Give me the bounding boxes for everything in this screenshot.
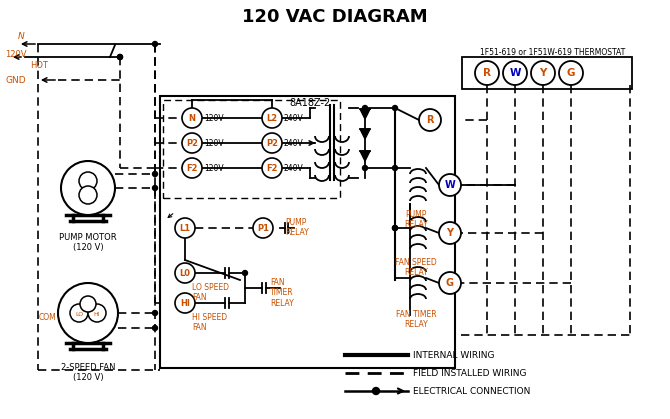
Circle shape bbox=[88, 304, 106, 322]
Text: FIELD INSTALLED WIRING: FIELD INSTALLED WIRING bbox=[413, 368, 527, 378]
Bar bbox=[163, 100, 340, 198]
Text: 8A18Z-2: 8A18Z-2 bbox=[289, 98, 330, 108]
Text: G: G bbox=[446, 278, 454, 288]
Circle shape bbox=[153, 186, 157, 191]
Circle shape bbox=[182, 158, 202, 178]
Bar bbox=[462, 57, 632, 89]
Text: L1: L1 bbox=[180, 223, 190, 233]
Circle shape bbox=[439, 222, 461, 244]
Text: 120V: 120V bbox=[204, 139, 224, 147]
Circle shape bbox=[117, 54, 123, 59]
Circle shape bbox=[61, 161, 115, 215]
Circle shape bbox=[153, 310, 157, 316]
Text: N: N bbox=[188, 114, 196, 122]
Text: HOT: HOT bbox=[30, 60, 48, 70]
Text: HI: HI bbox=[94, 311, 100, 316]
Polygon shape bbox=[360, 129, 370, 139]
Text: 240V: 240V bbox=[284, 163, 304, 173]
Circle shape bbox=[559, 61, 583, 85]
Circle shape bbox=[475, 61, 499, 85]
Circle shape bbox=[362, 166, 368, 171]
Circle shape bbox=[393, 166, 397, 171]
Text: W: W bbox=[445, 180, 456, 190]
Text: PUMP
RELAY: PUMP RELAY bbox=[404, 210, 428, 229]
Text: Y: Y bbox=[446, 228, 454, 238]
Text: F2: F2 bbox=[266, 163, 278, 173]
Text: 2-SPEED FAN
(120 V): 2-SPEED FAN (120 V) bbox=[61, 363, 115, 383]
Text: FAN SPEED
RELAY: FAN SPEED RELAY bbox=[395, 258, 437, 277]
Text: G: G bbox=[567, 68, 576, 78]
Polygon shape bbox=[360, 109, 370, 119]
Text: P2: P2 bbox=[186, 139, 198, 147]
Circle shape bbox=[182, 108, 202, 128]
Circle shape bbox=[175, 218, 195, 238]
Circle shape bbox=[253, 218, 273, 238]
Circle shape bbox=[262, 158, 282, 178]
Text: ELECTRICAL CONNECTION: ELECTRICAL CONNECTION bbox=[413, 386, 531, 396]
Text: INTERNAL WIRING: INTERNAL WIRING bbox=[413, 351, 494, 360]
Text: R: R bbox=[426, 115, 433, 125]
Circle shape bbox=[79, 186, 97, 204]
Circle shape bbox=[439, 174, 461, 196]
Circle shape bbox=[531, 61, 555, 85]
Bar bbox=[160, 96, 455, 368]
Text: LO SPEED
FAN: LO SPEED FAN bbox=[192, 283, 229, 303]
Circle shape bbox=[393, 106, 397, 111]
Text: FAN TIMER
RELAY: FAN TIMER RELAY bbox=[396, 310, 436, 329]
Text: 1F51-619 or 1F51W-619 THERMOSTAT: 1F51-619 or 1F51W-619 THERMOSTAT bbox=[480, 47, 625, 57]
Text: P2: P2 bbox=[266, 139, 278, 147]
Circle shape bbox=[182, 133, 202, 153]
Circle shape bbox=[153, 41, 157, 47]
Circle shape bbox=[503, 61, 527, 85]
Circle shape bbox=[153, 171, 157, 176]
Circle shape bbox=[80, 296, 96, 312]
Circle shape bbox=[79, 172, 97, 190]
Circle shape bbox=[439, 272, 461, 294]
Text: F2: F2 bbox=[186, 163, 198, 173]
Text: GND: GND bbox=[5, 75, 25, 85]
Text: 120V: 120V bbox=[204, 114, 224, 122]
Circle shape bbox=[419, 109, 441, 131]
Circle shape bbox=[262, 108, 282, 128]
Text: PUMP MOTOR
(120 V): PUMP MOTOR (120 V) bbox=[59, 233, 117, 252]
Text: N: N bbox=[18, 31, 25, 41]
Circle shape bbox=[373, 388, 379, 395]
Circle shape bbox=[58, 283, 118, 343]
Text: FAN
TIMER
RELAY: FAN TIMER RELAY bbox=[270, 278, 293, 308]
Text: Y: Y bbox=[539, 68, 547, 78]
Circle shape bbox=[175, 263, 195, 283]
Text: LO: LO bbox=[75, 311, 83, 316]
Circle shape bbox=[117, 54, 123, 59]
Text: P1: P1 bbox=[257, 223, 269, 233]
Text: L2: L2 bbox=[267, 114, 277, 122]
Circle shape bbox=[243, 271, 247, 276]
Text: HI: HI bbox=[180, 298, 190, 308]
Polygon shape bbox=[360, 151, 370, 161]
Circle shape bbox=[393, 225, 397, 230]
Text: 120V: 120V bbox=[204, 163, 224, 173]
Text: L0: L0 bbox=[180, 269, 190, 277]
Text: 120 VAC DIAGRAM: 120 VAC DIAGRAM bbox=[242, 8, 428, 26]
Text: 120V: 120V bbox=[5, 49, 27, 59]
Text: W: W bbox=[509, 68, 521, 78]
Circle shape bbox=[153, 326, 157, 331]
Text: R: R bbox=[483, 68, 491, 78]
Circle shape bbox=[362, 106, 368, 111]
Circle shape bbox=[393, 225, 397, 230]
Text: COM: COM bbox=[38, 313, 56, 323]
Text: HI SPEED
FAN: HI SPEED FAN bbox=[192, 313, 227, 332]
Text: PUMP
RELAY: PUMP RELAY bbox=[285, 218, 309, 238]
Circle shape bbox=[175, 293, 195, 313]
Circle shape bbox=[262, 133, 282, 153]
Circle shape bbox=[70, 304, 88, 322]
Text: 240V: 240V bbox=[284, 114, 304, 122]
Text: 240V: 240V bbox=[284, 139, 304, 147]
